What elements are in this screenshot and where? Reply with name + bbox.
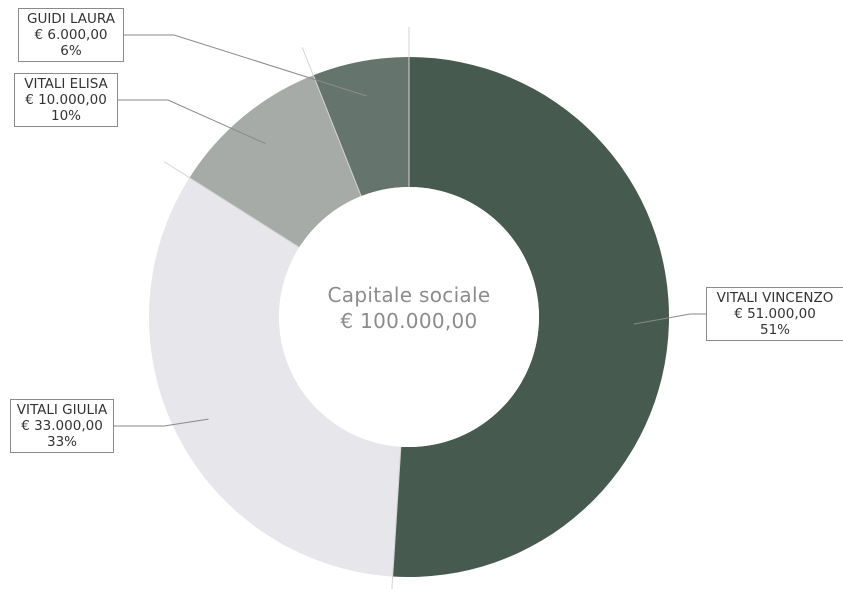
slice-amount: € 6.000,00 [34,27,108,43]
slice-name: VITALI GIULIA [16,402,108,418]
slice-name: VITALI ELISA [24,76,108,92]
slice-separator [301,47,373,225]
slice-percent: 33% [46,434,77,450]
leader-line [633,313,706,325]
slice-vitali-elisa [189,75,362,248]
slice-amount: € 33.000,00 [21,418,103,434]
donut-hole [279,187,539,447]
slice-label-vitali-elisa: VITALI ELISA € 10.000,00 10% [14,73,118,127]
slice-amount: € 51.000,00 [734,306,816,322]
leader-line [114,418,209,427]
slice-separator [391,416,404,589]
slice-label-guidi-laura: GUIDI LAURA € 6.000,00 6% [18,8,124,62]
slice-label-vitali-vincenzo: VITALI VINCENZO € 51.000,00 51% [706,287,843,341]
slice-percent: 51% [759,322,790,338]
slice-amount: € 10.000,00 [25,92,107,108]
slice-percent: 10% [50,108,81,124]
slice-percent: 6% [60,43,82,59]
leader-line [118,99,266,145]
slice-guidi-laura [313,57,409,197]
slice-vitali-vincenzo [392,57,670,577]
slice-name: VITALI VINCENZO [716,290,834,306]
leader-line [124,34,367,97]
slice-name: GUIDI LAURA [26,11,115,27]
slice-separator [163,161,325,264]
slice-vitali-giulia [148,177,401,577]
center-title: Capitale sociale [327,283,491,307]
slice-label-vitali-giulia: VITALI GIULIA € 33.000,00 33% [10,399,114,453]
center-value: € 100.000,00 [340,309,478,333]
